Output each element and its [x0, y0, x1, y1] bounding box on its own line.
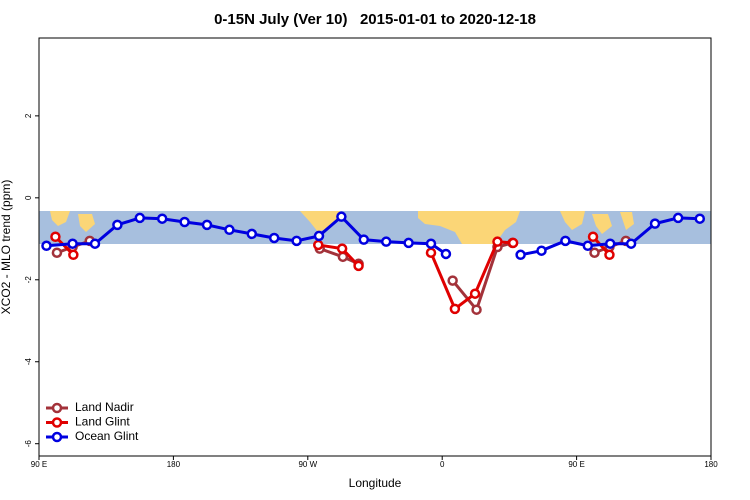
series-line: [54, 235, 611, 312]
y-tick-label: -6: [24, 440, 33, 448]
land: [300, 211, 340, 232]
point: [291, 235, 302, 247]
legend-marker: [51, 402, 63, 414]
y-tick-label: -2: [24, 276, 33, 284]
point: [51, 247, 63, 258]
point: [68, 249, 79, 261]
point: [672, 212, 684, 224]
y-tick-label: 2: [24, 113, 33, 118]
point: [201, 219, 213, 231]
point: [587, 231, 599, 243]
point: [353, 260, 364, 272]
point: [67, 238, 78, 249]
point: [449, 303, 461, 315]
y-axis-label: XCO2 - MLO trend (ppm): [0, 180, 13, 315]
point: [589, 247, 600, 258]
point: [41, 240, 52, 252]
land: [50, 211, 95, 232]
point: [134, 212, 146, 224]
point: [582, 240, 594, 252]
y-tick-label: -4: [24, 358, 33, 366]
point: [336, 243, 348, 254]
x-tick-label: 90 E: [568, 460, 584, 469]
point: [246, 228, 258, 240]
land: [418, 211, 520, 244]
point: [604, 249, 615, 261]
x-axis-label: Longitude: [349, 476, 402, 490]
point: [403, 237, 414, 249]
point: [425, 238, 437, 249]
point: [515, 249, 526, 261]
land: [560, 211, 634, 234]
point: [89, 238, 101, 249]
y-tick-label: 0: [24, 195, 33, 200]
point: [336, 211, 347, 222]
point: [469, 288, 481, 299]
legend-label: Land Nadir: [75, 400, 134, 414]
point: [507, 237, 519, 249]
chart-title: 0-15N July (Ver 10) 2015-01-01 to 2020-1…: [214, 11, 536, 28]
x-tick-label: 180: [167, 460, 181, 469]
point: [560, 235, 571, 247]
point: [268, 232, 280, 244]
point: [313, 239, 324, 251]
point: [604, 238, 616, 249]
x-tick-label: 90 W: [298, 460, 317, 469]
x-tick-label: 90 E: [31, 460, 47, 469]
point: [380, 236, 392, 247]
point: [492, 236, 503, 247]
point: [156, 213, 168, 224]
point: [471, 304, 482, 315]
point: [625, 238, 637, 249]
point: [224, 224, 235, 236]
point: [440, 248, 452, 260]
legend-label: Ocean Glint: [75, 429, 139, 443]
legend-marker: [51, 431, 63, 443]
point: [694, 213, 706, 224]
point: [425, 247, 437, 258]
point: [50, 231, 61, 243]
point: [179, 216, 190, 228]
legend-label: Land Glint: [75, 415, 130, 429]
plot-frame: [38, 37, 712, 457]
x-tick-label: 0: [440, 460, 445, 469]
point: [536, 245, 547, 256]
point: [112, 219, 123, 231]
map-background: [39, 211, 711, 244]
point: [649, 218, 661, 229]
legend-marker: [51, 417, 63, 428]
point: [358, 234, 370, 245]
point: [447, 275, 458, 286]
x-tick-label: 180: [704, 460, 718, 469]
point: [313, 230, 325, 242]
